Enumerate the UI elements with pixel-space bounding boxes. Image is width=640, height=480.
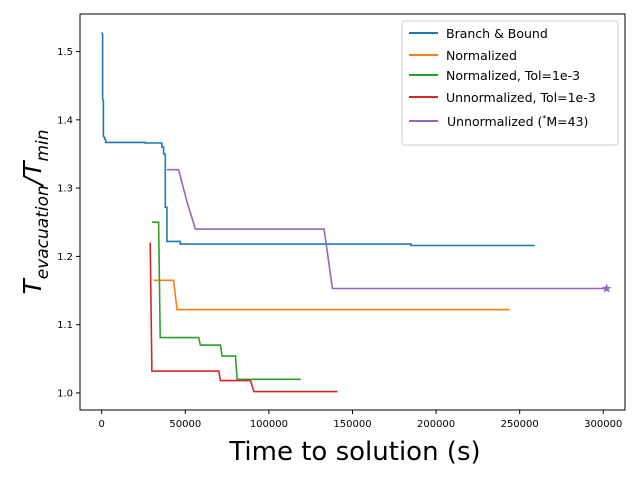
legend-label-normalized: Normalized [446,48,517,63]
x-tick-label: 50000 [169,419,201,430]
legend-label-m43-sup: * [542,114,546,123]
legend: Branch & Bound Normalized Normalized, To… [401,20,619,146]
legend-label-normalized-tol: Normalized, Tol=1e-3 [446,68,580,83]
y-axis-title: Tevacuation/Tmin [18,129,53,294]
x-axis-title: Time to solution (s) [228,437,480,467]
legend-label-unnormalized-m43: Unnormalized (*M=43) [447,114,588,129]
y-tick-label: 1.2 [57,252,73,263]
legend-label-m43-pre: Unnormalized ( [447,114,542,129]
y-axis-title-sub1: evacuation [33,185,53,279]
y-axis: 1.0 1.1 1.2 1.3 1.4 1.5 [57,47,80,399]
x-axis: 0 50000 100000 150000 200000 250000 300000 [99,410,622,430]
y-axis-title-sub2: min [33,129,53,161]
x-tick-label: 250000 [501,419,539,430]
x-tick-label: 300000 [584,419,622,430]
y-tick-label: 1.3 [57,184,73,195]
y-axis-title-mid: /T [18,160,47,187]
x-tick-label: 150000 [333,419,371,430]
series-layer [100,32,612,393]
series-line-unnormalized-tol-1e-3 [149,242,338,393]
y-tick-label: 1.5 [57,47,73,58]
x-tick-label: 100000 [250,419,288,430]
legend-label-unnormalized-tol: Unnormalized, Tol=1e-3 [446,90,596,105]
series-line-normalized-tol-1e-3 [151,221,301,381]
legend-box [401,20,619,146]
legend-label-branch-bound: Branch & Bound [446,26,548,41]
legend-label-m43-post: M=43) [546,114,588,129]
y-tick-label: 1.1 [57,320,73,331]
x-tick-label: 0 [99,419,105,430]
series-line-unnormalized-m-43 [166,168,607,290]
series-line-branch-bound [100,32,535,247]
series-line-normalized [153,279,510,311]
y-tick-label: 1.0 [57,388,73,399]
x-tick-label: 200000 [417,419,455,430]
y-axis-title-main: T [18,278,47,295]
star-marker [601,283,612,293]
y-tick-label: 1.4 [57,115,73,126]
